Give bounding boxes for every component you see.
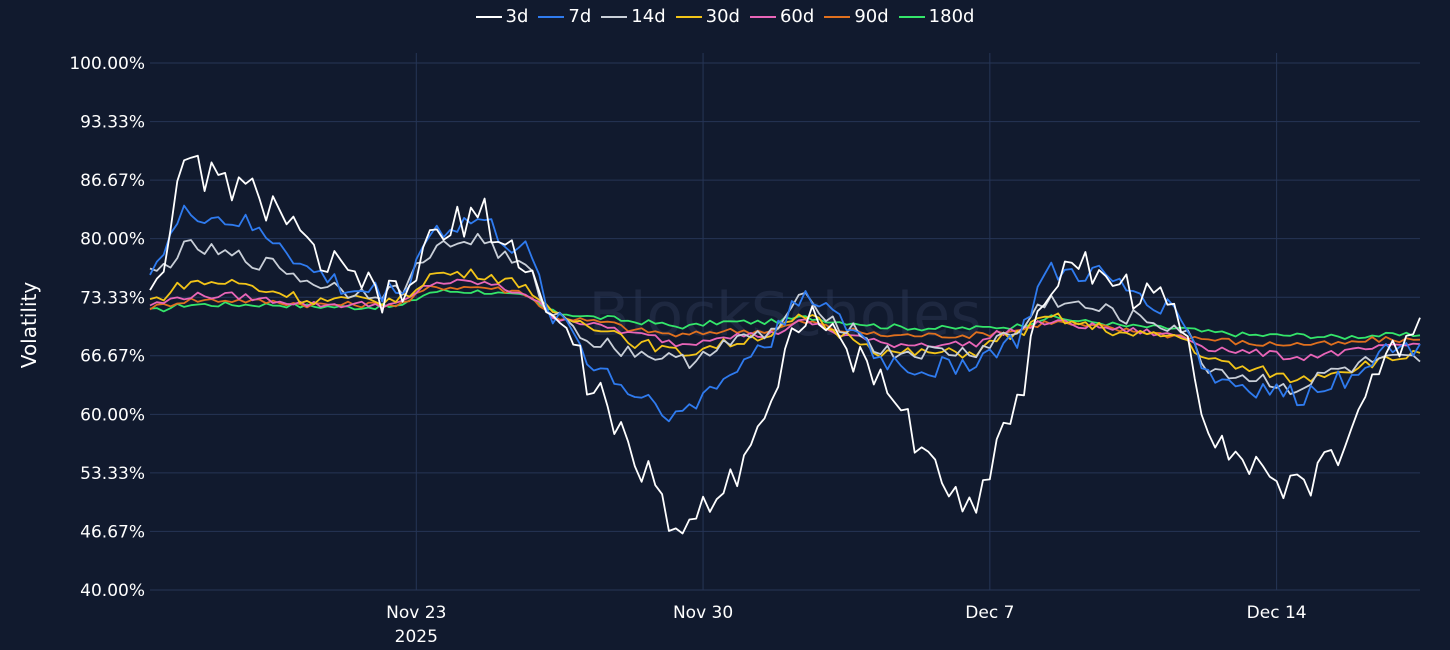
- x-tick-label: Nov 30: [673, 603, 733, 623]
- legend-label: 60d: [779, 6, 815, 27]
- y-tick-label: 100.00%: [69, 54, 145, 74]
- legend-item-60d[interactable]: 60d: [749, 6, 815, 27]
- y-tick-label: 93.33%: [80, 113, 145, 133]
- y-tick-label: 73.33%: [80, 288, 145, 308]
- y-tick-label: 86.67%: [80, 171, 145, 191]
- y-tick-label: 66.67%: [80, 347, 145, 367]
- y-tick-label: 40.00%: [80, 581, 145, 601]
- legend-swatch: [538, 15, 565, 18]
- legend-item-14d[interactable]: 14d: [601, 6, 666, 27]
- x-tick-label: Dec 14: [1247, 603, 1307, 623]
- y-tick-label: 46.67%: [80, 522, 145, 542]
- legend-item-7d[interactable]: 7d: [538, 6, 591, 27]
- legend-label: 30d: [705, 6, 740, 27]
- legend-label: 7d: [568, 6, 592, 27]
- legend-label: 180d: [928, 6, 975, 27]
- series-line-7d: [149, 204, 1421, 423]
- legend-label: 90d: [854, 6, 889, 27]
- watermark: BlockScholes: [589, 280, 982, 350]
- x-tick-label: Nov 23: [386, 603, 446, 623]
- legend-label: 3d: [505, 6, 529, 27]
- legend-swatch: [824, 15, 851, 18]
- series-line-3d: [149, 154, 1421, 535]
- y-tick-label: 53.33%: [80, 464, 145, 484]
- y-tick-label: 60.00%: [80, 405, 145, 425]
- legend-swatch: [601, 15, 628, 18]
- legend-item-30d[interactable]: 30d: [675, 6, 740, 27]
- x-tick-sublabel: 2025: [395, 627, 438, 647]
- y-tick-label: 80.00%: [80, 230, 145, 250]
- legend-swatch: [749, 15, 776, 18]
- legend-swatch: [675, 15, 702, 18]
- legend-item-3d[interactable]: 3d: [475, 6, 529, 27]
- series-line-60d: [149, 278, 1421, 362]
- chart-legend: 3d 7d 14d 30d 60d 90d 180d: [0, 6, 1450, 27]
- x-tick-label: Dec 7: [965, 603, 1014, 623]
- legend-item-180d[interactable]: 180d: [898, 6, 975, 27]
- legend-label: 14d: [631, 6, 666, 27]
- legend-item-90d[interactable]: 90d: [824, 6, 889, 27]
- legend-swatch: [898, 15, 925, 18]
- legend-swatch: [475, 15, 502, 18]
